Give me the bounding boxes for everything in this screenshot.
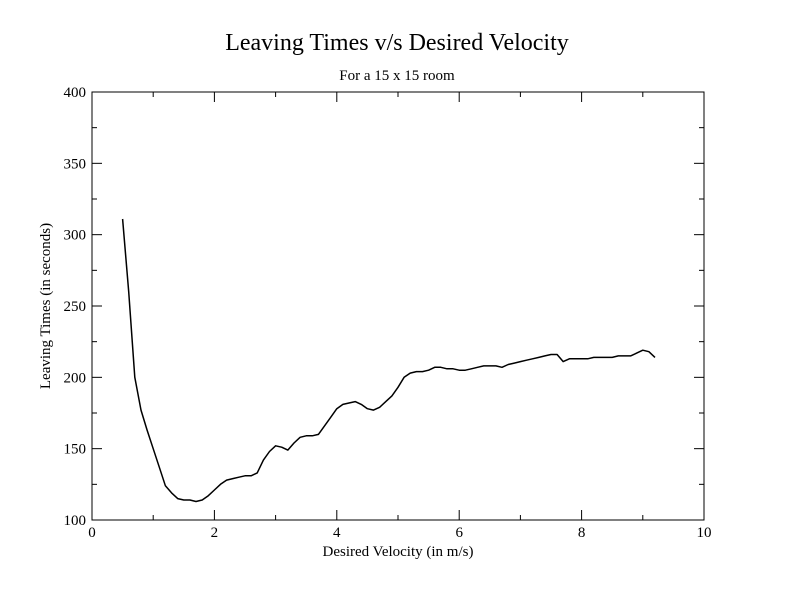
x-tick-label: 2 xyxy=(211,525,219,541)
y-tick-label: 150 xyxy=(64,442,87,458)
axis-ticks xyxy=(91,91,705,521)
x-tick-labels: 0 2 4 6 8 10 xyxy=(88,525,711,541)
y-axis-label: Leaving Times (in seconds) xyxy=(38,223,54,389)
x-tick-label: 8 xyxy=(578,525,586,541)
x-tick-label: 0 xyxy=(88,525,96,541)
chart-title: Leaving Times v/s Desired Velocity xyxy=(225,30,569,56)
x-tick-label: 4 xyxy=(333,525,341,541)
y-tick-label: 300 xyxy=(64,228,87,244)
y-tick-label: 400 xyxy=(64,85,87,101)
series-line xyxy=(121,218,656,503)
y-tick-label: 100 xyxy=(64,513,87,529)
y-tick-label: 250 xyxy=(64,299,87,315)
x-tick-label: 10 xyxy=(697,525,712,541)
y-tick-labels: 100 150 200 250 300 350 400 xyxy=(64,85,87,529)
chart-subtitle: For a 15 x 15 room xyxy=(339,68,455,84)
x-axis-label: Desired Velocity (in m/s) xyxy=(323,544,474,560)
y-tick-label: 200 xyxy=(64,370,87,386)
plot-frame xyxy=(91,91,705,521)
y-tick-label: 350 xyxy=(64,156,87,172)
x-tick-label: 6 xyxy=(455,525,463,541)
